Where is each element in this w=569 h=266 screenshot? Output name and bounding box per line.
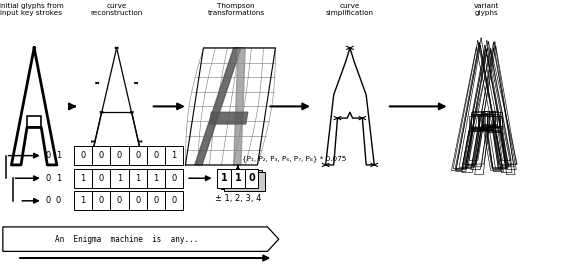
Bar bbox=[92, 169, 110, 188]
Text: 0: 0 bbox=[171, 174, 177, 183]
Bar bbox=[129, 146, 147, 165]
Text: 0: 0 bbox=[153, 196, 159, 205]
Bar bbox=[231, 169, 245, 188]
Text: 0: 0 bbox=[171, 196, 177, 205]
Text: 1: 1 bbox=[171, 151, 177, 160]
Text: 0: 0 bbox=[46, 196, 51, 205]
Text: curve
reconstruction: curve reconstruction bbox=[90, 3, 143, 16]
Bar bbox=[217, 169, 231, 188]
Text: 0: 0 bbox=[117, 196, 122, 205]
Text: curve
simplification: curve simplification bbox=[326, 3, 374, 16]
Bar bbox=[74, 191, 92, 210]
Text: 0: 0 bbox=[80, 151, 86, 160]
Text: 1: 1 bbox=[153, 174, 159, 183]
Text: 0: 0 bbox=[135, 151, 141, 160]
Bar bbox=[129, 169, 147, 188]
Text: 1: 1 bbox=[80, 196, 86, 205]
Text: Thompson
transformations: Thompson transformations bbox=[208, 3, 265, 16]
Text: 1: 1 bbox=[234, 173, 241, 183]
Bar bbox=[147, 191, 165, 210]
Text: 0: 0 bbox=[56, 196, 61, 205]
Text: variant
glyphs: variant glyphs bbox=[474, 3, 499, 16]
Text: 0: 0 bbox=[46, 151, 51, 160]
Bar bbox=[245, 169, 258, 188]
Text: {P₁, P₂, P₃, P₆, P₇, P₈} * 0.075: {P₁, P₂, P₃, P₆, P₇, P₈} * 0.075 bbox=[242, 155, 347, 162]
Polygon shape bbox=[195, 48, 241, 165]
Polygon shape bbox=[234, 48, 245, 165]
Text: 1: 1 bbox=[80, 174, 86, 183]
Bar bbox=[165, 191, 183, 210]
Text: 0: 0 bbox=[248, 173, 255, 183]
Bar bbox=[74, 169, 92, 188]
Text: initial glyphs from
input key strokes: initial glyphs from input key strokes bbox=[0, 3, 64, 16]
Bar bbox=[147, 169, 165, 188]
Text: 0: 0 bbox=[117, 151, 122, 160]
Bar bbox=[165, 146, 183, 165]
Text: An  Enigma  machine  is  any...: An Enigma machine is any... bbox=[55, 235, 199, 244]
Polygon shape bbox=[210, 112, 248, 124]
Bar bbox=[165, 169, 183, 188]
Bar bbox=[110, 146, 129, 165]
Text: 1: 1 bbox=[56, 174, 61, 183]
Text: 0: 0 bbox=[153, 151, 159, 160]
Text: 1: 1 bbox=[117, 174, 122, 183]
Text: 1: 1 bbox=[135, 174, 141, 183]
Bar bbox=[110, 169, 129, 188]
Text: 0: 0 bbox=[135, 196, 141, 205]
Bar bbox=[147, 146, 165, 165]
Text: 0: 0 bbox=[98, 151, 104, 160]
Text: 0: 0 bbox=[46, 174, 51, 183]
Text: 0: 0 bbox=[98, 174, 104, 183]
Polygon shape bbox=[3, 227, 279, 251]
Bar bbox=[129, 191, 147, 210]
Bar bbox=[221, 170, 262, 189]
Text: 0: 0 bbox=[98, 196, 104, 205]
Bar bbox=[217, 169, 258, 188]
Bar bbox=[110, 191, 129, 210]
Text: 1: 1 bbox=[56, 151, 61, 160]
Text: ± 1, 2, 3, 4: ± 1, 2, 3, 4 bbox=[215, 194, 261, 203]
Text: 1: 1 bbox=[221, 173, 228, 183]
Bar bbox=[224, 172, 265, 191]
Bar bbox=[74, 146, 92, 165]
Bar bbox=[92, 191, 110, 210]
Bar bbox=[92, 146, 110, 165]
